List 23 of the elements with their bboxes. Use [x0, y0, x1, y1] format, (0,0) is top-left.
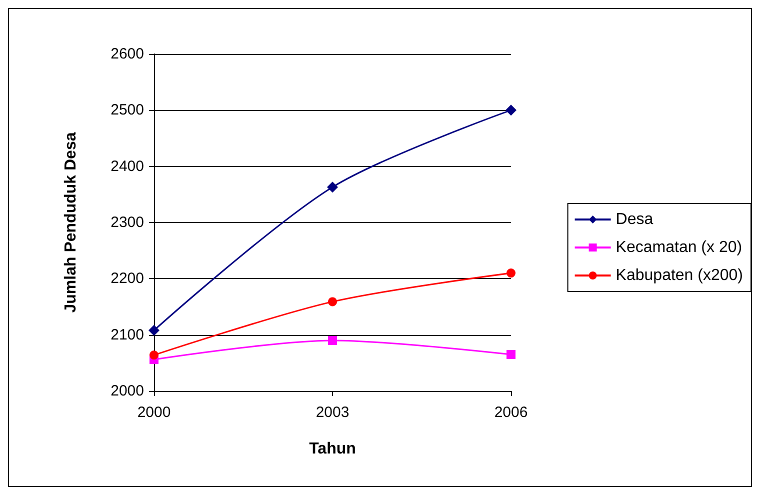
legend-label: Desa — [616, 211, 654, 228]
point — [506, 350, 516, 359]
point — [148, 324, 160, 336]
x-tick-label: 2000 — [137, 404, 171, 421]
x-axis-title: Tahun — [309, 440, 356, 458]
point — [328, 336, 337, 345]
point — [506, 104, 516, 116]
point — [327, 182, 338, 193]
y-tick-label: 2400 — [110, 158, 144, 175]
y-tick-label: 2200 — [110, 270, 144, 288]
y-tick-label: 2600 — [110, 46, 144, 62]
y-tick-label: 2100 — [110, 326, 144, 344]
x-tick-label: 2006 — [494, 404, 528, 421]
y-tick-label: 2500 — [110, 102, 144, 119]
y-tick-label: 2000 — [110, 382, 144, 400]
point — [506, 268, 516, 278]
legend-label: Kecamatan (x 20) — [616, 239, 742, 256]
point — [150, 350, 158, 360]
legend-label: Kabupaten (x200) — [616, 267, 743, 284]
point — [328, 297, 337, 306]
y-axis-title: Jumlah Penduduk Desa — [62, 132, 80, 313]
x-tick-label: 2003 — [316, 404, 350, 421]
y-tick-label: 2300 — [110, 214, 144, 231]
